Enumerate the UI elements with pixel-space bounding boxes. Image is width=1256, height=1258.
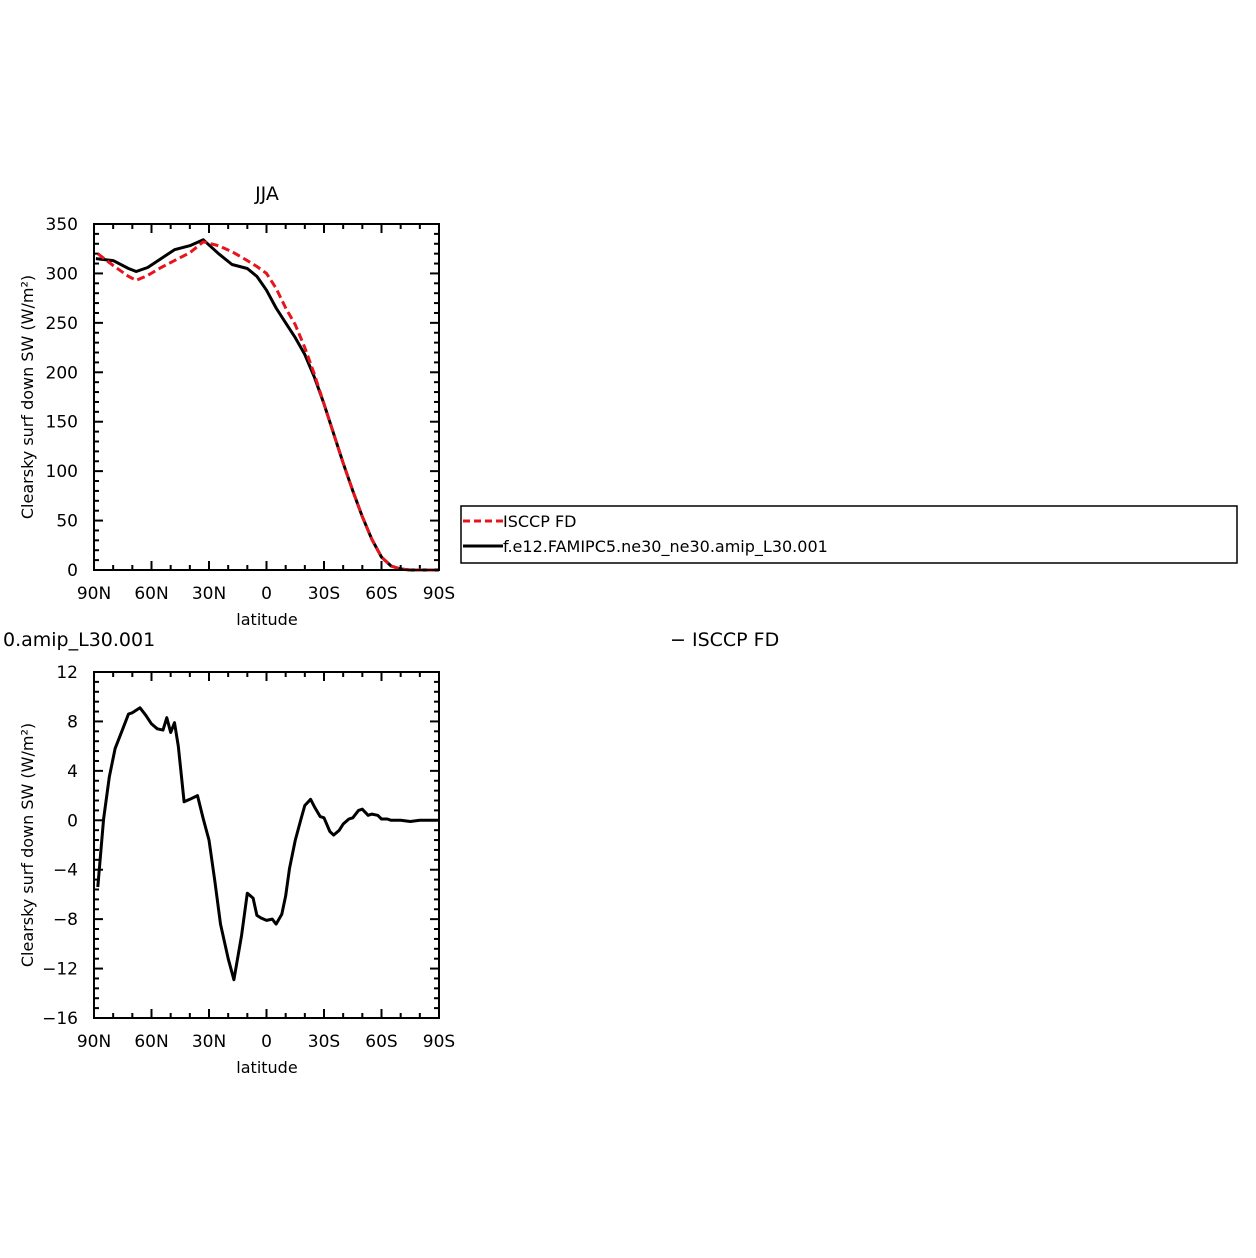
bottom-x-tick-labels: 90N 60N 30N 0 30S 60S 90S [77,1032,455,1052]
bottom-chart-title-left: 0.amip_L30.001 [3,629,155,651]
bottom-y-tick-label: 12 [56,663,78,683]
top-x-tick-label: 30N [192,584,226,604]
top-panel: JJA 0 50 100 150 200 250 300 350 90N 60N 30N 0 30S 6… [18,183,455,629]
legend-label-model: f.e12.FAMIPC5.ne30_ne30.amip_L30.001 [503,537,828,557]
top-x-tick-label: 0 [261,584,272,604]
bottom-x-tick-label: 60S [365,1032,397,1052]
legend: ISCCP FD f.e12.FAMIPC5.ne30_ne30.amip_L3… [460,505,1238,564]
bottom-x-tick-label: 90S [423,1032,455,1052]
top-x-tick-labels: 90N 60N 30N 0 30S 60S 90S [77,584,455,604]
bottom-y-tick-label: −12 [42,960,78,980]
top-x-tick-label: 60N [134,584,168,604]
top-x-axis-title: latitude [236,610,297,629]
top-x-tick-label: 60S [365,584,397,604]
bottom-axis-ticks [93,671,440,1019]
bottom-plot-frame [93,671,440,1019]
top-y-tick-label: 50 [56,512,78,532]
top-series-group [95,238,439,572]
top-y-tick-label: 300 [46,264,78,284]
top-y-tick-label: 100 [46,462,78,482]
bottom-y-tick-labels: 12 8 4 0 −4 −8 −12 −16 [42,663,78,1029]
bottom-series-group [96,706,439,982]
bottom-series-line-1 [96,706,439,982]
bottom-y-tick-label: 8 [67,712,78,732]
legend-box [460,505,1238,564]
bottom-x-tick-label: 30N [192,1032,226,1052]
top-y-tick-label: 0 [67,561,78,581]
top-y-tick-label: 350 [46,215,78,235]
top-y-tick-label: 200 [46,363,78,383]
bottom-panel: 0.amip_L30.001 − ISCCP FD 12 8 4 0 −4 −8 −12 −1… [3,629,779,1077]
top-y-axis-title: Clearsky surf down SW (W/m²) [18,275,37,519]
legend-label-isccp: ISCCP FD [503,512,576,531]
top-x-tick-label: 30S [308,584,340,604]
top-plot-frame [93,223,440,571]
top-chart-title: JJA [254,183,279,205]
bottom-y-axis-title: Clearsky surf down SW (W/m²) [18,723,37,967]
bottom-x-tick-label: 30S [308,1032,340,1052]
top-series-line-2 [95,238,439,572]
top-series-line-1 [96,240,439,572]
bottom-x-tick-label: 60N [134,1032,168,1052]
bottom-x-axis-title: latitude [236,1058,297,1077]
bottom-y-tick-label: −16 [42,1009,78,1029]
top-x-tick-label: 90S [423,584,455,604]
bottom-x-tick-label: 0 [261,1032,272,1052]
bottom-x-tick-label: 90N [77,1032,111,1052]
bottom-chart-title-right: − ISCCP FD [670,629,779,651]
top-y-tick-label: 150 [46,413,78,433]
bottom-y-tick-label: −8 [53,910,78,930]
top-y-tick-label: 250 [46,314,78,334]
bottom-y-tick-label: 0 [67,811,78,831]
top-x-tick-label: 90N [77,584,111,604]
bottom-y-tick-label: −4 [53,861,78,881]
bottom-y-tick-label: 4 [67,762,78,782]
top-y-tick-labels: 0 50 100 150 200 250 300 350 [46,215,78,581]
